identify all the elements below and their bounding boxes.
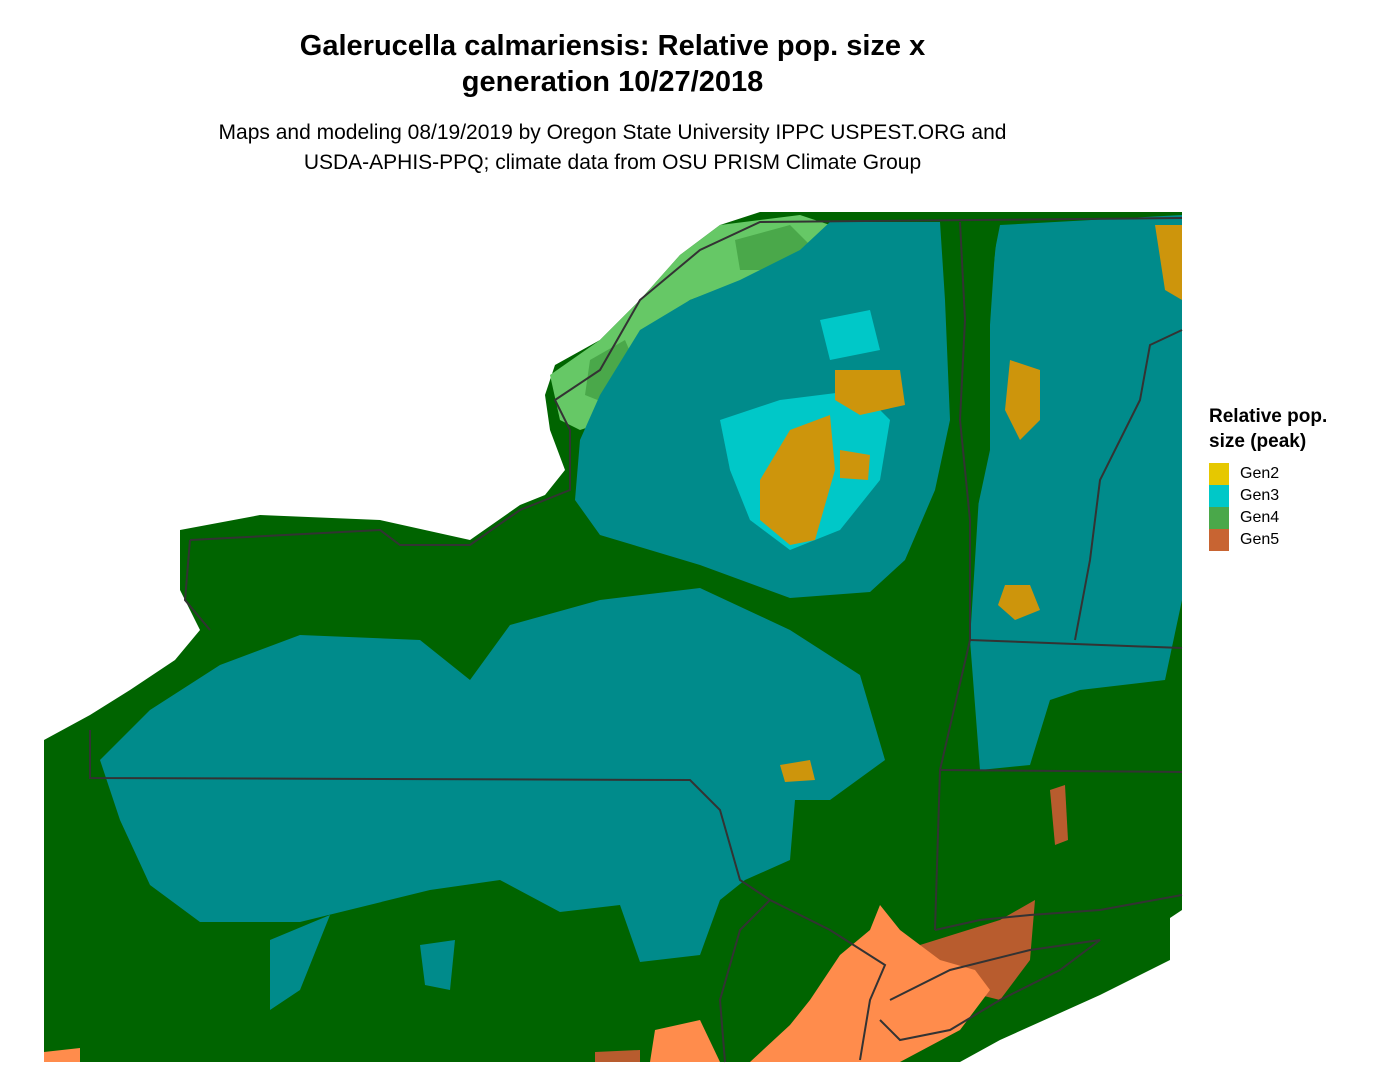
legend-title-line-2: size (peak) (1209, 431, 1307, 452)
border-ma-ct (939, 769, 1183, 773)
map-subtitle: Maps and modeling 08/19/2019 by Oregon S… (100, 118, 1125, 178)
region-gold-2 (760, 415, 835, 545)
border-west-edge (183, 539, 211, 631)
legend-item-gen2: Gen2 (1209, 463, 1327, 485)
border-nj-pa (718, 899, 771, 1063)
legend-item-gen3: Gen3 (1209, 485, 1327, 507)
title-line-1: Galerucella calmariensis: Relative pop. … (299, 30, 926, 62)
border-ny-nj (769, 899, 887, 1061)
border-ny-pa (89, 730, 771, 901)
state-borders (89, 217, 1183, 1063)
region-cyan-2 (820, 310, 880, 360)
legend-item-gen4: Gen4 (1209, 507, 1327, 529)
legend-label: Gen2 (1240, 465, 1280, 482)
region-teal-western (100, 588, 885, 962)
legend-title-line-1: Relative pop. (1209, 406, 1328, 427)
subtitle-line-2: USDA-APHIS-PPQ; climate data from OSU PR… (303, 151, 922, 174)
legend: Relative pop. size (peak) Gen2 Gen3 Gen4… (1209, 404, 1327, 551)
legend-swatch-gen2 (1209, 463, 1229, 485)
border-ma-north (969, 639, 1183, 649)
region-gold-6 (780, 760, 815, 782)
border-long-island (879, 939, 1101, 1042)
map-title: Galerucella calmariensis: Relative pop. … (150, 28, 1075, 100)
region-gold-7 (1155, 225, 1182, 300)
region-gold-1 (835, 370, 905, 415)
border-ny-north-shore (189, 217, 1183, 546)
title-line-2: generation 10/27/2018 (461, 66, 764, 98)
legend-label: Gen3 (1240, 487, 1280, 504)
region-gold-3 (840, 450, 870, 480)
region-dark-green-valley (945, 225, 998, 520)
region-orange-sw-2 (44, 1048, 80, 1062)
legend-item-gen5: Gen5 (1209, 529, 1327, 551)
region-teal-south-1 (270, 915, 330, 1010)
subtitle-line-1: Maps and modeling 08/19/2019 by Oregon S… (218, 121, 1007, 144)
region-teal-vermont (970, 215, 1182, 770)
legend-swatch-gen3 (1209, 485, 1229, 507)
border-vt-nh (1074, 329, 1183, 641)
border-ct-coast (934, 894, 1183, 931)
legend-label: Gen5 (1240, 531, 1280, 548)
legend-title: Relative pop. size (peak) (1209, 404, 1327, 454)
region-teal-south-2 (420, 940, 455, 990)
region-gold-5 (1005, 360, 1040, 440)
region-orange-main (750, 905, 990, 1062)
region-brown-sw (595, 1050, 640, 1062)
region-gold-4 (998, 585, 1040, 620)
legend-swatch-gen4 (1209, 507, 1229, 529)
region-orange-sw-1 (650, 1020, 720, 1062)
legend-swatch-gen5 (1209, 529, 1229, 551)
region-brown-2 (1050, 785, 1068, 845)
legend-label: Gen4 (1240, 509, 1280, 526)
